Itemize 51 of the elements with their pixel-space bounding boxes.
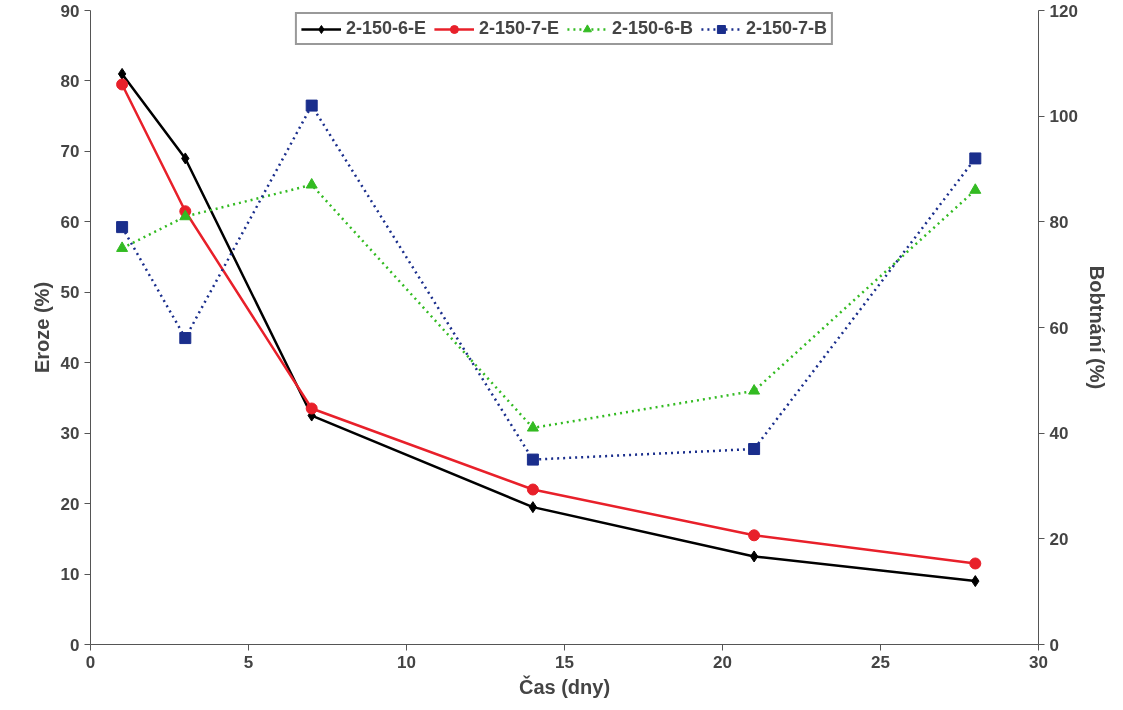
point (748, 529, 761, 542)
point (305, 178, 318, 189)
y-axis-title: Eroze (%) (30, 281, 53, 374)
legend-label: 2-150-6-B (612, 18, 694, 39)
y-tick-label: 90 (60, 1, 80, 21)
point (969, 183, 982, 194)
point (969, 557, 982, 570)
point (116, 241, 129, 252)
y-tick-label: 50 (60, 283, 80, 303)
x-tick-label: 20 (713, 652, 732, 672)
y-tick-label: 10 (60, 565, 80, 585)
y2-tick-label: 120 (1049, 1, 1078, 21)
y-tick-label: 20 (60, 494, 80, 514)
legend-label: 2-150-7-E (478, 18, 559, 39)
point (526, 483, 539, 496)
y2-tick-label: 0 (1049, 635, 1059, 655)
y-tick-label: 70 (60, 142, 80, 162)
point (305, 402, 318, 415)
legend-label: 2-150-7-B (746, 18, 828, 39)
y2-tick-label: 100 (1049, 107, 1078, 127)
y-tick-label: 40 (60, 353, 80, 373)
y-tick-label: 60 (60, 212, 80, 232)
x-tick-label: 15 (555, 652, 574, 672)
x-tick-label: 0 (85, 652, 96, 672)
point (305, 99, 318, 112)
x-tick-label: 5 (243, 652, 254, 672)
point (116, 221, 129, 234)
point (748, 384, 761, 395)
y-tick-label: 30 (60, 424, 80, 444)
point (179, 209, 192, 221)
point (969, 152, 982, 165)
point (749, 550, 759, 563)
y2-tick-label: 40 (1049, 424, 1069, 444)
y2-tick-label: 80 (1049, 212, 1069, 232)
legend-label: 2-150-6-E (345, 18, 426, 39)
point (179, 332, 192, 345)
x-tick-label: 10 (397, 652, 416, 672)
y2-tick-label: 60 (1049, 318, 1069, 338)
y-tick-label: 80 (60, 71, 80, 91)
x-axis-title: Čas (dny) (518, 674, 611, 698)
x-tick-label: 30 (1029, 652, 1048, 672)
y-tick-label: 0 (70, 635, 80, 655)
point (116, 78, 129, 91)
x-tick-label: 25 (871, 652, 890, 672)
point (528, 501, 538, 514)
y2-tick-label: 20 (1049, 529, 1069, 549)
point (526, 453, 539, 466)
point (117, 67, 127, 80)
y2-axis-title: Bobtnání (%) (1085, 265, 1108, 390)
point (526, 421, 539, 432)
point (748, 443, 761, 456)
